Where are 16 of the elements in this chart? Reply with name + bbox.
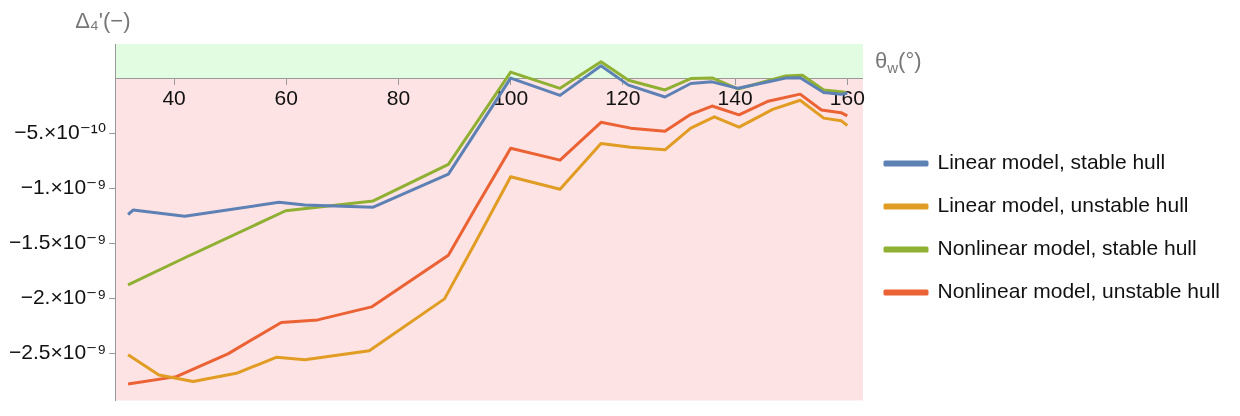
y-axis-title: Δ₄'(−) — [75, 8, 131, 34]
y-tick-label: −2.×10⁻⁹ — [20, 284, 107, 308]
y-tick-label: −2.5×10⁻⁹ — [9, 339, 107, 363]
x-axis-title: θ$_{w}$(°) — [874, 48, 922, 77]
x-tick-label: 140 — [717, 86, 753, 110]
x-tick-label: 80 — [386, 86, 411, 110]
x-tick-label: 60 — [274, 86, 298, 110]
legend-label: Linear model, stable hull — [937, 150, 1166, 174]
y-tick-label: −1.×10⁻⁹ — [20, 174, 107, 198]
legend-label: Nonlinear model, stable hull — [937, 236, 1197, 260]
legend-label: Linear model, unstable hull — [937, 193, 1189, 217]
y-tick-label: −5.×10⁻¹⁰ — [14, 119, 107, 143]
legend-label: Nonlinear model, unstable hull — [937, 279, 1221, 303]
x-tick-label: 40 — [162, 86, 186, 110]
y-tick-label: −1.5×10⁻⁹ — [9, 229, 107, 253]
x-tick-label: 120 — [605, 86, 641, 110]
